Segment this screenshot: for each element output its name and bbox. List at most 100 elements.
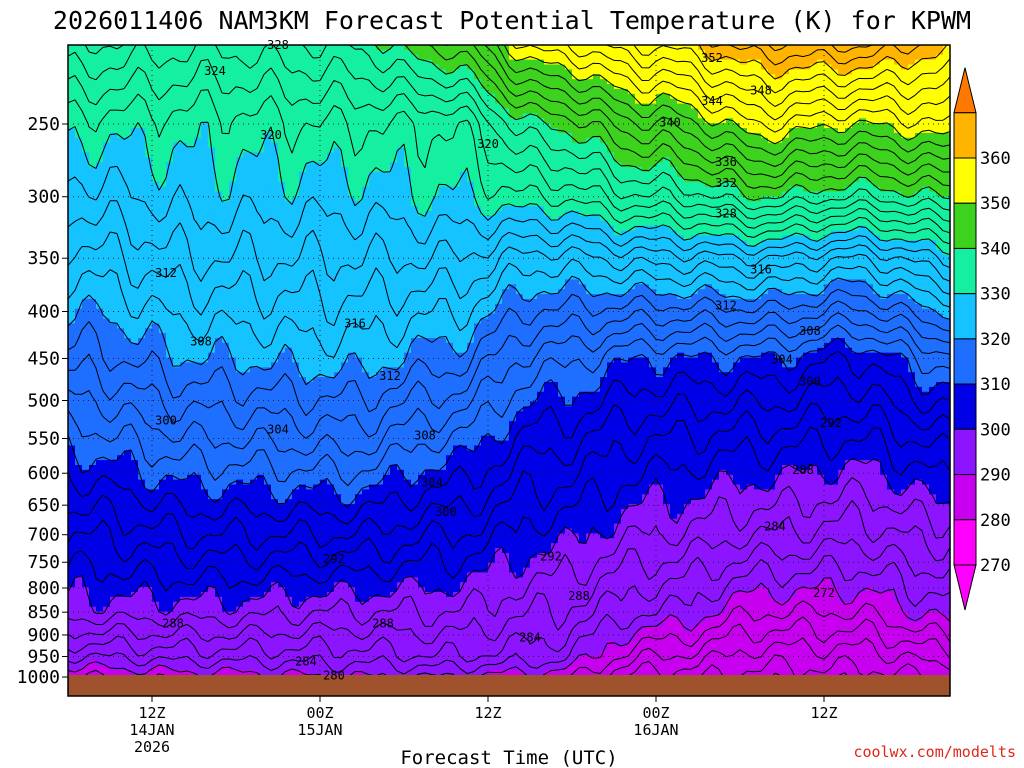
theta-fill-cell: [327, 98, 335, 105]
theta-fill-cell: [313, 49, 321, 56]
theta-fill-cell: [831, 74, 839, 80]
theta-fill-cell: [677, 191, 685, 197]
theta-fill-cell: [565, 167, 573, 173]
theta-fill-cell: [887, 181, 895, 188]
theta-fill-cell: [859, 176, 867, 183]
theta-fill-cell: [544, 118, 552, 124]
theta-fill-cell: [593, 98, 601, 105]
theta-fill-cell: [873, 142, 881, 149]
theta-fill-cell: [173, 181, 181, 188]
theta-fill-cell: [551, 186, 559, 193]
theta-fill-cell: [509, 93, 517, 100]
theta-fill-cell: [537, 64, 545, 71]
theta-fill-cell: [908, 128, 916, 134]
theta-fill-cell: [824, 45, 832, 51]
theta-fill-cell: [929, 225, 937, 232]
theta-fill-cell: [733, 113, 741, 119]
theta-fill-cell: [726, 137, 734, 144]
theta-fill-cell: [159, 132, 167, 139]
theta-fill-cell: [222, 186, 230, 193]
theta-fill-cell: [558, 186, 566, 193]
theta-fill-cell: [537, 84, 545, 90]
theta-fill-cell: [579, 74, 587, 80]
theta-fill-cell: [173, 93, 181, 100]
theta-fill-cell: [488, 201, 496, 207]
theta-fill-cell: [817, 211, 825, 217]
theta-fill-cell: [236, 69, 244, 75]
theta-fill-cell: [425, 128, 433, 134]
theta-fill-cell: [614, 157, 622, 163]
theta-fill-cell: [782, 79, 790, 85]
theta-fill-cell: [558, 176, 566, 183]
theta-fill-cell: [775, 93, 783, 100]
theta-fill-cell: [936, 196, 944, 202]
theta-fill-cell: [495, 225, 503, 232]
theta-fill-cell: [691, 147, 699, 154]
theta-fill-cell: [418, 103, 426, 110]
theta-fill-cell: [138, 88, 146, 95]
theta-fill-cell: [551, 69, 559, 75]
theta-fill-cell: [404, 132, 412, 139]
theta-fill-cell: [936, 69, 944, 75]
theta-fill-cell: [474, 147, 482, 154]
theta-fill-cell: [152, 191, 160, 197]
theta-fill-cell: [215, 93, 223, 100]
theta-fill-cell: [684, 162, 692, 168]
theta-fill-cell: [117, 132, 125, 139]
theta-fill-cell: [516, 181, 524, 188]
theta-fill-cell: [327, 93, 335, 100]
theta-fill-cell: [754, 69, 762, 75]
theta-fill-cell: [103, 196, 111, 202]
theta-fill-cell: [936, 79, 944, 85]
theta-fill-cell: [579, 79, 587, 85]
theta-fill-cell: [320, 196, 328, 202]
theta-fill-cell: [327, 88, 335, 95]
theta-fill-cell: [915, 171, 923, 178]
theta-fill-cell: [922, 84, 930, 90]
theta-fill-cell: [831, 79, 839, 85]
theta-fill-cell: [488, 132, 496, 139]
theta-fill-cell: [110, 137, 118, 144]
theta-fill-cell: [194, 103, 202, 110]
theta-fill-cell: [789, 162, 797, 168]
theta-fill-cell: [719, 206, 727, 212]
theta-fill-cell: [712, 59, 720, 66]
theta-fill-cell: [516, 186, 524, 193]
theta-fill-cell: [201, 123, 209, 129]
theta-fill-cell: [397, 88, 405, 95]
theta-fill-cell: [313, 142, 321, 149]
theta-fill-cell: [579, 152, 587, 158]
theta-fill-cell: [257, 215, 265, 222]
theta-fill-cell: [880, 118, 888, 124]
theta-fill-cell: [502, 230, 510, 237]
theta-fill-cell: [880, 211, 888, 217]
theta-fill-cell: [719, 93, 727, 100]
theta-fill-cell: [754, 64, 762, 71]
theta-fill-cell: [152, 186, 160, 193]
theta-fill-cell: [572, 132, 580, 139]
theta-fill-cell: [89, 84, 97, 90]
theta-fill-cell: [677, 132, 685, 139]
theta-fill-cell: [397, 201, 405, 207]
theta-fill-cell: [831, 171, 839, 178]
theta-fill-cell: [852, 152, 860, 158]
theta-fill-cell: [523, 137, 531, 144]
theta-fill-cell: [922, 74, 930, 80]
theta-fill-cell: [243, 215, 251, 222]
theta-fill-cell: [327, 79, 335, 85]
theta-fill-cell: [747, 171, 755, 178]
theta-fill-cell: [124, 132, 132, 139]
theta-fill-cell: [866, 69, 874, 75]
theta-fill-cell: [817, 118, 825, 124]
theta-fill-cell: [292, 171, 300, 178]
theta-fill-cell: [810, 167, 818, 173]
theta-fill-cell: [488, 171, 496, 178]
theta-fill-cell: [334, 171, 342, 178]
theta-fill-cell: [859, 181, 867, 188]
theta-fill-cell: [593, 230, 601, 237]
theta-fill-cell: [684, 59, 692, 66]
theta-fill-cell: [362, 98, 370, 105]
theta-fill-cell: [586, 235, 594, 241]
theta-fill-cell: [887, 98, 895, 105]
theta-fill-cell: [271, 128, 279, 134]
